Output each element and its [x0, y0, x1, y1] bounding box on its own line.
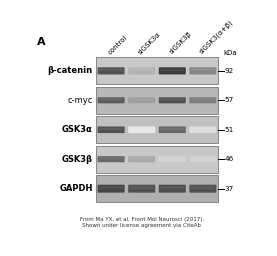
Text: 92: 92 [225, 68, 234, 74]
FancyBboxPatch shape [98, 185, 125, 193]
FancyBboxPatch shape [189, 185, 216, 193]
Text: 37: 37 [225, 186, 234, 192]
FancyBboxPatch shape [130, 69, 154, 71]
FancyBboxPatch shape [128, 185, 155, 193]
Text: β-catenin: β-catenin [47, 66, 93, 75]
FancyBboxPatch shape [189, 97, 216, 103]
Text: control: control [107, 34, 128, 55]
FancyBboxPatch shape [189, 126, 216, 133]
Text: From Ma YX, et al. Front Mol Neurosci (2017).
Shown under license agreement via : From Ma YX, et al. Front Mol Neurosci (2… [80, 217, 204, 228]
FancyBboxPatch shape [159, 67, 186, 74]
Text: 57: 57 [225, 97, 234, 103]
FancyBboxPatch shape [98, 67, 125, 74]
FancyBboxPatch shape [160, 186, 184, 189]
FancyBboxPatch shape [130, 157, 154, 159]
Bar [96, 146, 218, 173]
FancyBboxPatch shape [159, 156, 186, 162]
FancyBboxPatch shape [98, 97, 125, 103]
Text: siGSK3α: siGSK3α [137, 31, 162, 55]
FancyBboxPatch shape [189, 156, 216, 162]
Text: GAPDH: GAPDH [59, 184, 93, 193]
Bar [96, 87, 218, 114]
Text: siGSK3β: siGSK3β [168, 31, 193, 55]
FancyBboxPatch shape [160, 69, 184, 71]
Bar [96, 116, 218, 143]
FancyBboxPatch shape [159, 126, 186, 133]
Text: 46: 46 [225, 156, 234, 162]
FancyBboxPatch shape [128, 126, 155, 133]
FancyBboxPatch shape [160, 99, 184, 100]
FancyBboxPatch shape [191, 186, 215, 189]
Text: c-myc: c-myc [67, 96, 93, 105]
Text: 51: 51 [225, 127, 234, 133]
FancyBboxPatch shape [99, 128, 123, 130]
FancyBboxPatch shape [128, 67, 155, 74]
FancyBboxPatch shape [128, 97, 155, 103]
Bar [96, 175, 218, 202]
FancyBboxPatch shape [189, 67, 216, 74]
Bar [96, 57, 218, 84]
Text: kDa: kDa [223, 50, 237, 56]
FancyBboxPatch shape [160, 128, 184, 130]
FancyBboxPatch shape [191, 69, 215, 71]
FancyBboxPatch shape [99, 186, 123, 189]
FancyBboxPatch shape [98, 156, 125, 162]
FancyBboxPatch shape [99, 99, 123, 100]
Text: siGSK3(α+β): siGSK3(α+β) [198, 19, 235, 55]
Text: A: A [37, 37, 45, 47]
FancyBboxPatch shape [130, 186, 154, 189]
Text: GSK3β: GSK3β [61, 155, 93, 164]
FancyBboxPatch shape [98, 126, 125, 133]
FancyBboxPatch shape [159, 97, 186, 103]
FancyBboxPatch shape [130, 99, 154, 100]
Text: GSK3α: GSK3α [62, 125, 93, 134]
FancyBboxPatch shape [99, 157, 123, 159]
FancyBboxPatch shape [159, 185, 186, 193]
FancyBboxPatch shape [191, 99, 215, 100]
FancyBboxPatch shape [99, 69, 123, 71]
FancyBboxPatch shape [128, 156, 155, 162]
